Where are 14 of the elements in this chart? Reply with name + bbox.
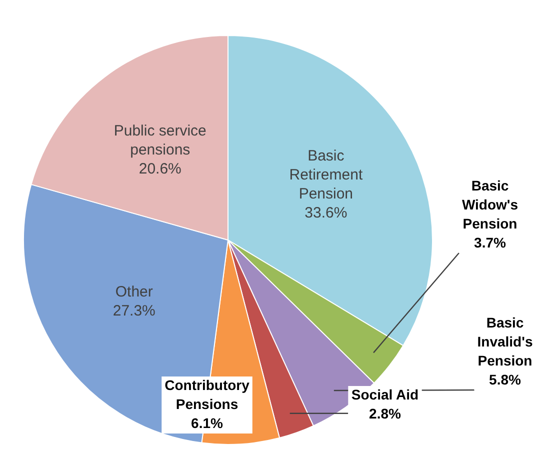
slice-label: Contributory Pensions — [164, 376, 250, 412]
slice-label: Basic Invalid's Pension — [477, 314, 533, 368]
data-label: 3.7% — [474, 234, 506, 250]
data-label: 5.8% — [489, 371, 522, 388]
slice-label: Basic Widow's Pension — [462, 177, 518, 232]
data-label: 20.6% — [138, 160, 182, 178]
slice-label: Basic Retirement Pension — [289, 147, 364, 202]
data-label: 27.3% — [112, 302, 156, 320]
data-label: 33.6% — [304, 204, 348, 222]
data-label: 6.1% — [191, 414, 224, 431]
slice-label: Social Aid — [351, 386, 419, 402]
slice-label: Public service pensions — [114, 122, 206, 158]
slice-label: Other — [115, 284, 153, 301]
data-label: 2.8% — [369, 405, 402, 422]
